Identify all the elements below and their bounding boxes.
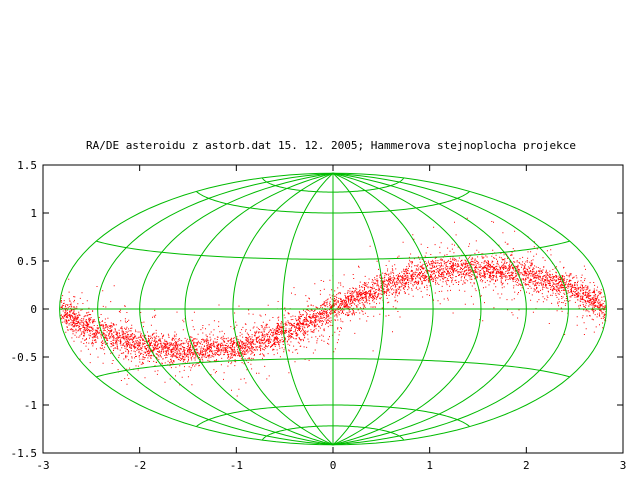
y-tick-label: 0.5 (17, 255, 37, 268)
x-tick-label: 1 (426, 459, 433, 472)
parallel-line (261, 177, 405, 193)
y-tick-label: 1.5 (17, 159, 37, 172)
y-tick-label: -0.5 (11, 351, 38, 364)
x-tick-label: 2 (523, 459, 530, 472)
y-tick-label: 0 (30, 303, 37, 316)
parallel-line (195, 404, 471, 427)
y-tick-label: -1.5 (11, 447, 38, 460)
x-tick-label: 0 (330, 459, 337, 472)
chart-title: RA/DE asteroidu z astorb.dat 15. 12. 200… (86, 139, 576, 152)
parallel-line (195, 191, 471, 214)
y-tick-label: -1 (24, 399, 37, 412)
x-tick-label: 3 (620, 459, 627, 472)
parallel-line (96, 358, 570, 378)
parallel-line (261, 425, 405, 441)
y-tick-label: 1 (30, 207, 37, 220)
graticule (59, 172, 607, 446)
x-tick-label: -3 (36, 459, 49, 472)
axes: -3 -2 -1 0 1 2 3 -1.5 -1 -0.5 0 0.5 1 1.5 (11, 159, 627, 472)
parallel-line (96, 240, 570, 260)
x-tick-label: -2 (133, 459, 146, 472)
x-tick-label: -1 (230, 459, 243, 472)
